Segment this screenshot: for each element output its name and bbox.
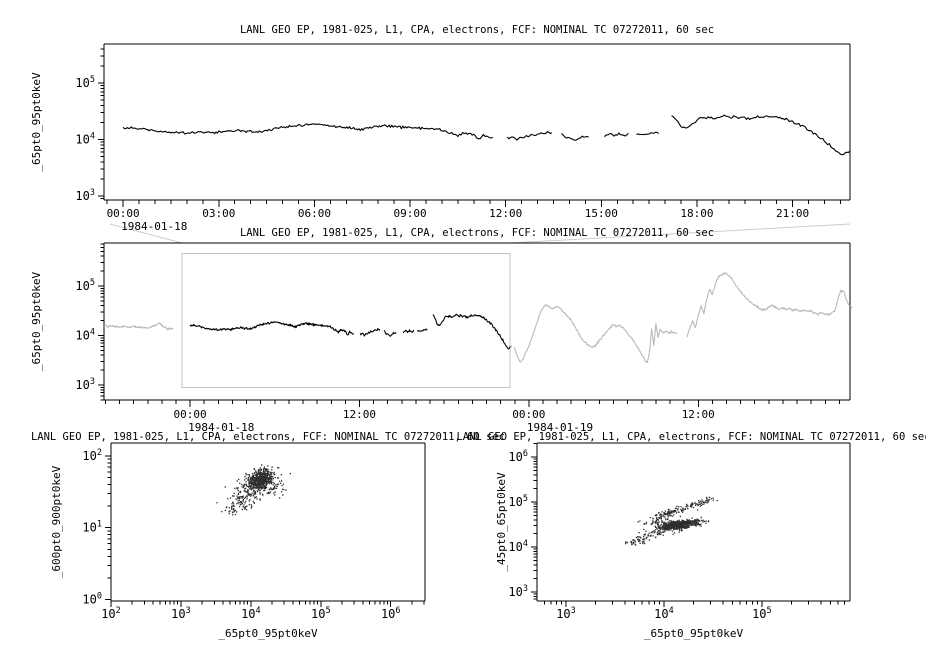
flux-trace-day1 [636,131,660,136]
log-tick-label: 104 [241,606,261,621]
flux-trace-overview [513,303,678,363]
flux-trace-day1 [561,133,589,141]
flux-trace-overview [189,321,355,336]
log-tick-label: 103 [556,606,576,621]
time-tick-label: 00:00 [174,408,207,421]
context-connector-lines [109,223,851,244]
log-tick-label: 105 [752,606,772,621]
y-axis-top-timeseries[interactable]: 103 104 105 [75,48,104,203]
flux-trace-overview [510,345,513,348]
date-label: 1984-01-18 [121,220,187,233]
x-axis-context-overview[interactable]: 00:00 12:00 00:00 12:00 1984-01-18 1984-01-19 [104,400,840,434]
flux-trace-overview [359,328,381,337]
context-overview-title: LANL GEO EP, 1981-025, L1, CPA, electron… [240,227,714,239]
log-tick-label: 104 [75,328,95,343]
context-zoom-box[interactable] [181,252,511,388]
panel-scatter-45-65: 103 104 105 106 103 104 105 LANL GEO EP, 1981-0… [456,431,926,640]
y-axis-scatter-45-65[interactable]: 103 104 105 106 [508,442,537,600]
flux-trace-overview [402,329,415,334]
scatter-45-65-ylabel: _45pt0_65pt0keV [495,472,508,572]
log-tick-label: 105 [311,606,331,621]
time-tick-label: 12:00 [343,408,376,421]
x-axis-scatter-45-65[interactable]: 103 104 105 [543,601,846,621]
time-tick-label: 03:00 [202,207,235,220]
scatter-600-900-ylabel: _600pt0_900pt0keV [50,465,63,578]
scatter-45-65-points [625,496,718,546]
time-tick-label: 09:00 [393,207,426,220]
flux-trace-day1 [122,123,494,140]
flux-trace-overview [686,272,853,338]
time-tick-label: 21:00 [776,207,809,220]
log-tick-label: 105 [508,494,528,509]
x-axis-scatter-600-900[interactable]: 102 103 104 105 106 [101,601,425,621]
flux-trace-overview [383,329,397,337]
scatter-45-65-title: LANL GEO EP, 1981-025, L1, CPA, electron… [456,431,926,443]
log-tick-label: 100 [82,592,102,607]
log-tick-label: 106 [381,606,401,621]
flux-trace-overview [416,328,428,332]
scatter-600-900-points [216,464,291,516]
log-tick-label: 102 [101,606,121,621]
time-tick-label: 00:00 [512,408,545,421]
date-label: 1984-01-19 [527,421,593,434]
scatter-600-900-xlabel: _65pt0_95pt0keV [218,627,318,640]
log-tick-label: 105 [75,278,95,293]
time-tick-label: 12:00 [682,408,715,421]
log-tick-label: 106 [508,449,528,464]
time-tick-label: 00:00 [107,207,140,220]
connector-left [109,223,183,244]
scatter-45-65-xlabel: _65pt0_95pt0keV [644,627,744,640]
log-tick-label: 103 [75,377,95,392]
panel-context-overview: 103 104 105 00:00 12:00 00:00 12:00 1984-01-18 1… [30,227,853,434]
connector-right [509,223,851,244]
flux-trace-day1 [671,114,851,156]
flux-trace-day1 [506,131,553,141]
log-tick-label: 101 [82,520,102,535]
time-tick-label: 15:00 [585,207,618,220]
plot-area-scatter-600-900[interactable] [111,443,425,601]
time-tick-label: 12:00 [489,207,522,220]
date-label: 1984-01-18 [188,421,254,434]
flux-trace-day1 [604,132,629,138]
flux-trace-overview [103,322,174,331]
top-timeseries-ylabel: _65pt0_95pt0keV [30,72,43,172]
log-tick-label: 104 [508,539,528,554]
top-timeseries-title: LANL GEO EP, 1981-025, L1, CPA, electron… [240,24,714,36]
flux-trace-overview [432,313,511,350]
panel-top-timeseries: 103 104 105 00:00 03:00 06:00 09:00 12:00 15:00 1… [30,24,851,233]
plot-area-top-timeseries[interactable] [104,44,850,200]
log-tick-label: 102 [82,448,102,463]
y-axis-context-overview[interactable]: 103 104 105 [75,243,104,401]
y-axis-scatter-600-900[interactable]: 100 101 102 [82,448,111,607]
log-tick-label: 105 [75,75,95,90]
x-axis-top-timeseries[interactable]: 00:00 03:00 06:00 09:00 12:00 15:00 18:00 21:00… [107,200,841,233]
time-tick-label: 06:00 [298,207,331,220]
panel-scatter-600-900: 100 101 102 102 103 104 105 106 LANL GEO EP, 198… [31,431,505,640]
log-tick-label: 103 [171,606,191,621]
scatter-600-900-title: LANL GEO EP, 1981-025, L1, CPA, electron… [31,431,505,443]
time-tick-label: 18:00 [680,207,713,220]
context-overview-ylabel: _65pt0_95pt0keV [30,271,43,371]
log-tick-label: 104 [75,132,95,147]
log-tick-label: 104 [654,606,674,621]
log-tick-label: 103 [508,584,528,599]
plot-area-context-overview[interactable] [104,243,850,400]
log-tick-label: 103 [75,188,95,203]
